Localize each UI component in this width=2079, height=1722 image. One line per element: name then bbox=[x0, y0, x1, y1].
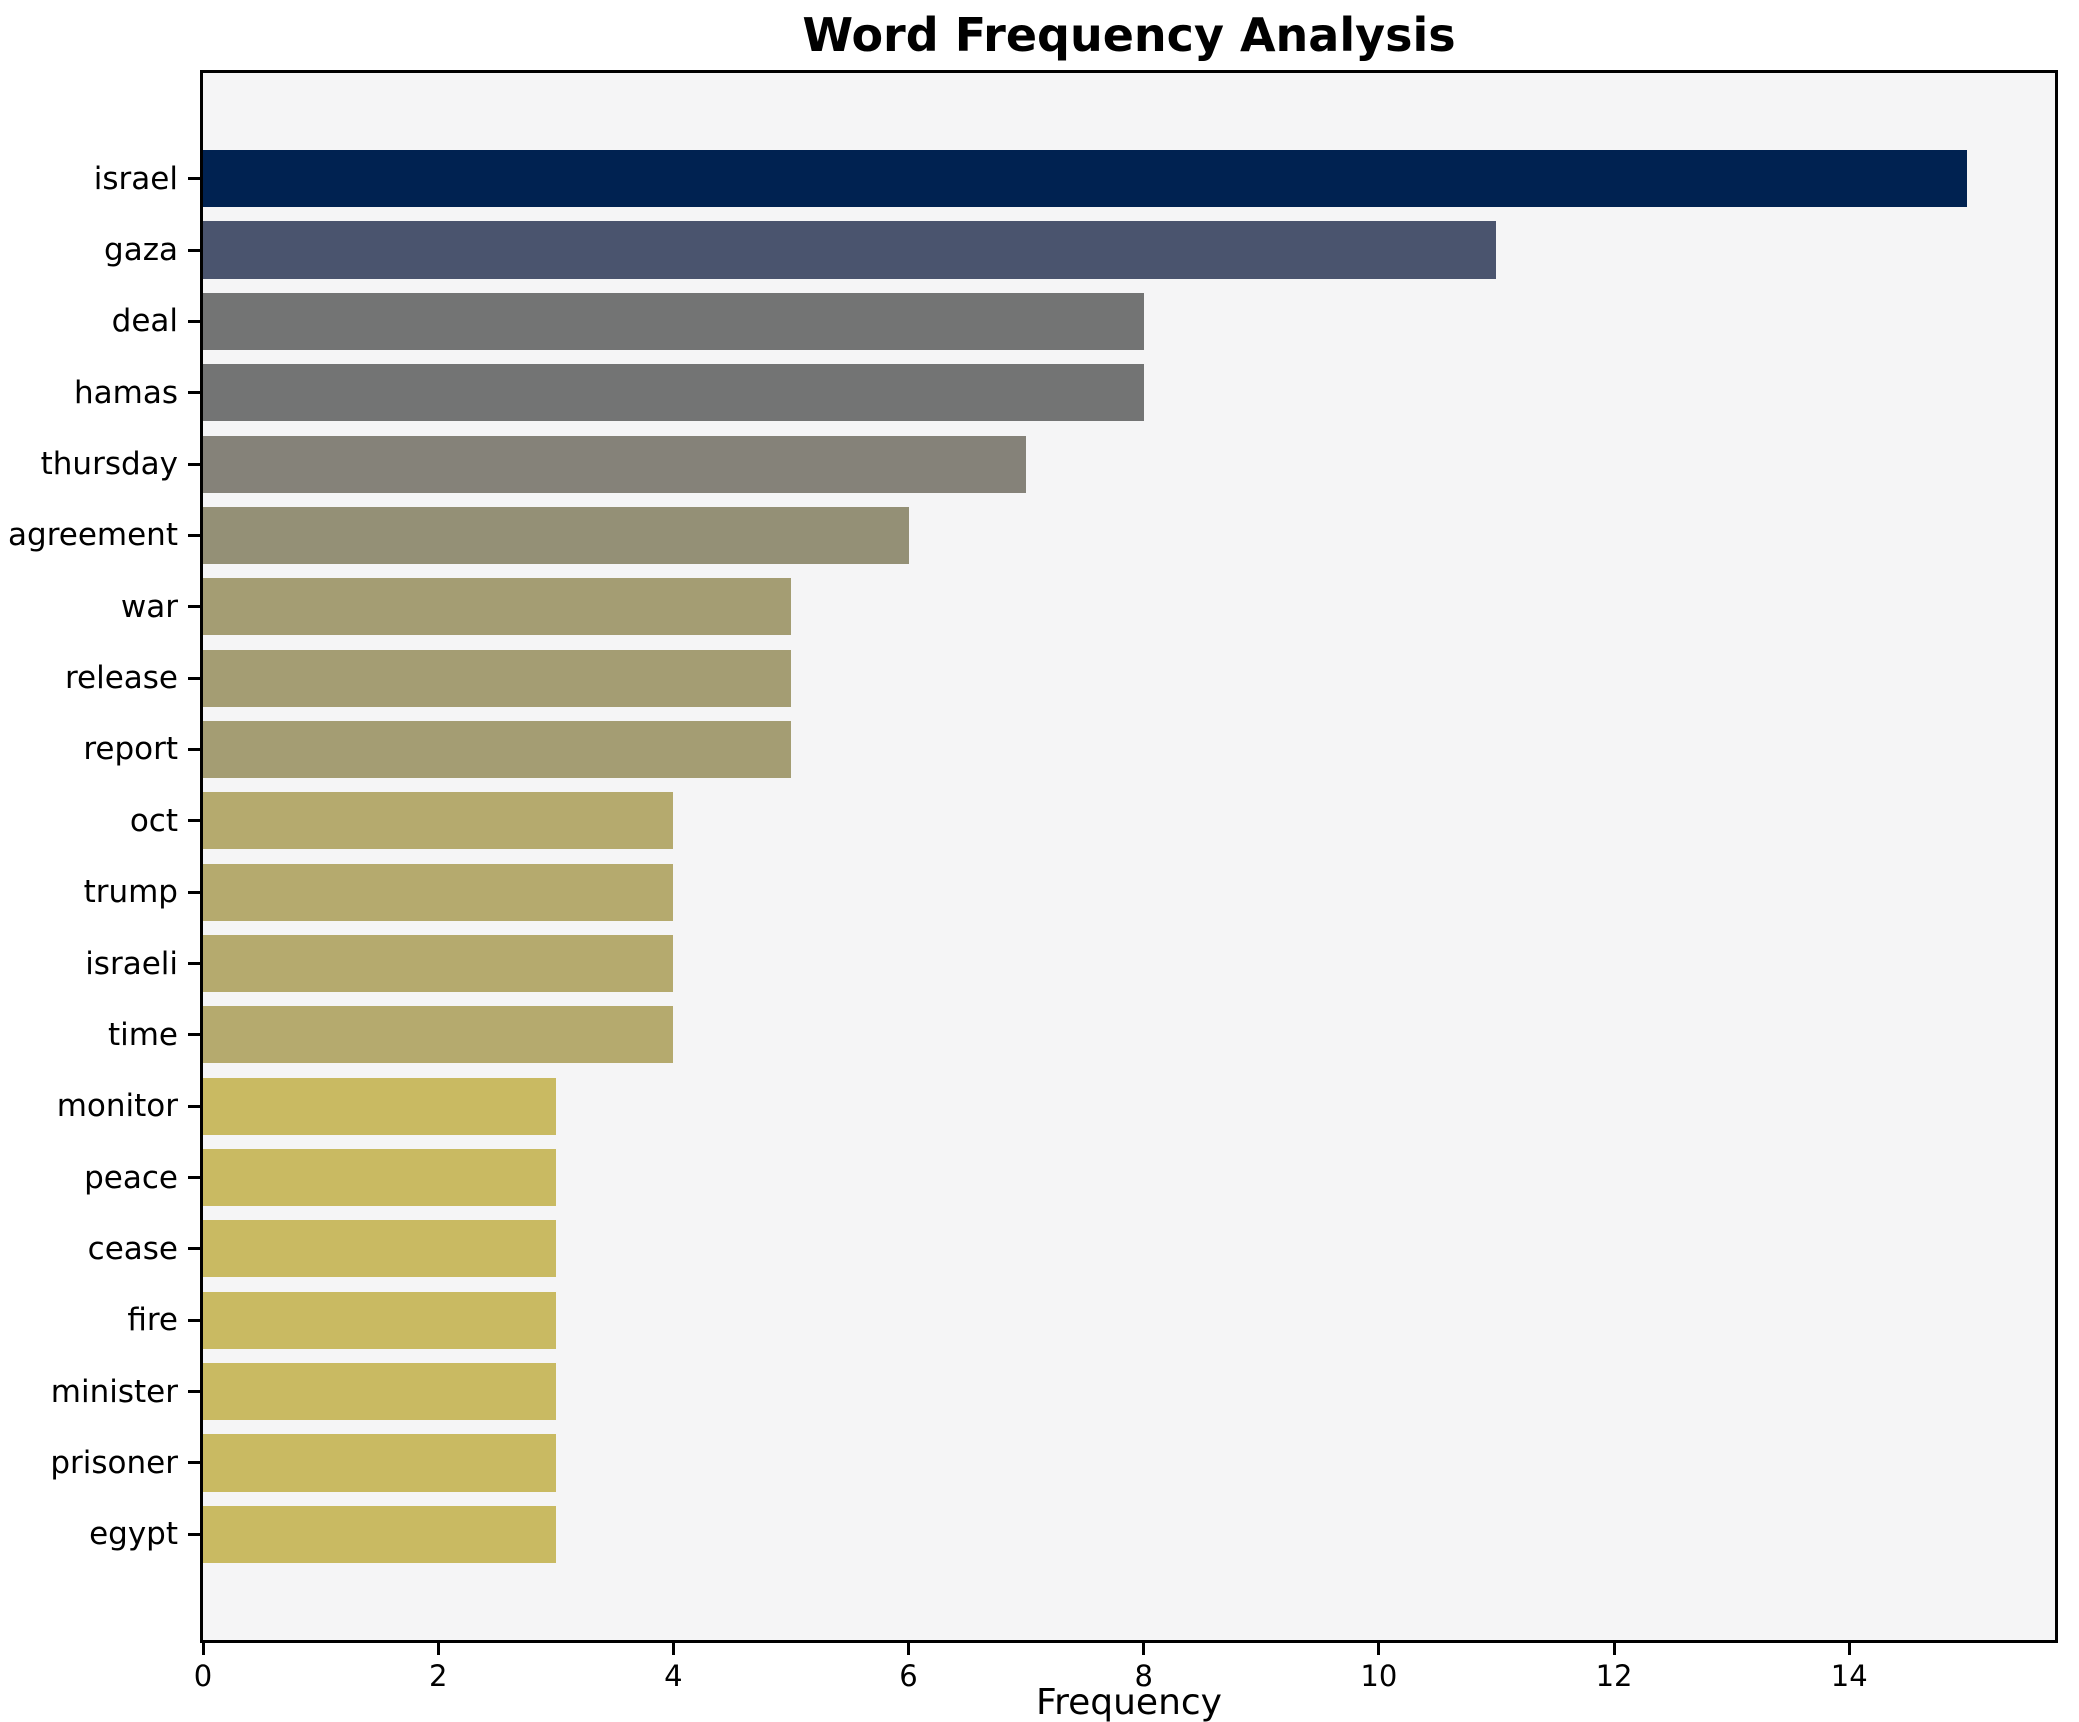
x-tick-mark bbox=[436, 1643, 440, 1655]
chart-title: Word Frequency Analysis bbox=[802, 8, 1456, 62]
y-tick-label-time: time bbox=[107, 1016, 178, 1053]
x-tick-label-0: 0 bbox=[193, 1659, 213, 1693]
y-tick-mark bbox=[188, 1318, 200, 1322]
x-tick-label-10: 10 bbox=[1360, 1659, 1398, 1693]
y-tick-label-minister: minister bbox=[50, 1373, 178, 1410]
bar-peace bbox=[203, 1149, 556, 1207]
y-tick-label-israel: israel bbox=[93, 160, 178, 197]
y-tick-mark bbox=[188, 1247, 200, 1251]
x-axis-title: Frequency bbox=[1036, 1682, 1222, 1722]
x-tick-mark bbox=[671, 1643, 675, 1655]
y-tick-mark bbox=[188, 533, 200, 537]
bar-egypt bbox=[203, 1505, 556, 1563]
y-tick-mark bbox=[188, 962, 200, 966]
bar-agreement bbox=[203, 506, 909, 564]
y-tick-label-egypt: egypt bbox=[89, 1516, 178, 1553]
x-tick-label-4: 4 bbox=[664, 1659, 683, 1693]
bar-israeli bbox=[203, 934, 674, 993]
y-tick-label-hamas: hamas bbox=[74, 374, 178, 411]
x-tick-label-8: 8 bbox=[1134, 1659, 1153, 1693]
y-tick-label-cease: cease bbox=[87, 1230, 178, 1267]
bar-time bbox=[203, 1006, 674, 1064]
bar-minister bbox=[203, 1363, 556, 1421]
y-tick-label-peace: peace bbox=[84, 1159, 178, 1196]
bar-cease bbox=[203, 1220, 556, 1278]
bar-prisoner bbox=[203, 1434, 556, 1492]
y-tick-mark bbox=[188, 819, 200, 823]
bar-monitor bbox=[203, 1077, 556, 1135]
x-tick-mark bbox=[1612, 1643, 1616, 1655]
bar-trump bbox=[203, 863, 674, 921]
bar-thursday bbox=[203, 435, 1027, 493]
y-tick-label-gaza: gaza bbox=[104, 232, 178, 269]
y-tick-mark bbox=[188, 248, 200, 252]
y-tick-mark bbox=[188, 177, 200, 181]
bar-war bbox=[203, 578, 791, 636]
x-tick-mark bbox=[1847, 1643, 1851, 1655]
y-tick-label-prisoner: prisoner bbox=[50, 1444, 178, 1481]
y-tick-mark bbox=[188, 747, 200, 751]
bar-release bbox=[203, 649, 791, 707]
bar-oct bbox=[203, 792, 674, 850]
bar-gaza bbox=[203, 221, 1497, 279]
bar-fire bbox=[203, 1291, 556, 1349]
y-tick-mark bbox=[188, 391, 200, 395]
y-tick-mark bbox=[188, 319, 200, 323]
x-tick-label-6: 6 bbox=[899, 1659, 918, 1693]
bar-deal bbox=[203, 292, 1144, 350]
x-tick-label-12: 12 bbox=[1595, 1659, 1633, 1693]
x-tick-label-14: 14 bbox=[1830, 1659, 1868, 1693]
y-tick-mark bbox=[188, 1390, 200, 1394]
y-tick-label-thursday: thursday bbox=[40, 446, 178, 483]
y-tick-label-war: war bbox=[120, 588, 178, 625]
y-tick-label-deal: deal bbox=[111, 303, 178, 340]
bar-israel bbox=[203, 150, 1967, 208]
y-tick-mark bbox=[188, 1104, 200, 1108]
y-tick-label-fire: fire bbox=[127, 1302, 178, 1339]
bar-report bbox=[203, 720, 791, 778]
y-tick-mark bbox=[188, 1532, 200, 1536]
y-tick-label-trump: trump bbox=[83, 874, 178, 911]
plot-area bbox=[200, 70, 2058, 1643]
y-tick-label-monitor: monitor bbox=[56, 1088, 178, 1125]
y-tick-label-israeli: israeli bbox=[85, 945, 178, 982]
y-tick-mark bbox=[188, 462, 200, 466]
y-tick-label-agreement: agreement bbox=[8, 517, 178, 554]
x-tick-mark bbox=[1142, 1643, 1146, 1655]
x-tick-mark bbox=[201, 1643, 205, 1655]
x-tick-label-2: 2 bbox=[428, 1659, 448, 1693]
y-tick-label-release: release bbox=[64, 660, 178, 697]
x-tick-mark bbox=[907, 1643, 911, 1655]
y-tick-mark bbox=[188, 890, 200, 894]
y-tick-label-oct: oct bbox=[129, 802, 178, 839]
y-tick-mark bbox=[188, 1033, 200, 1037]
y-tick-mark bbox=[188, 605, 200, 609]
bar-hamas bbox=[203, 364, 1144, 422]
y-tick-mark bbox=[188, 1461, 200, 1465]
y-tick-mark bbox=[188, 1176, 200, 1180]
y-tick-label-report: report bbox=[83, 731, 178, 768]
x-tick-mark bbox=[1377, 1643, 1381, 1655]
y-tick-mark bbox=[188, 676, 200, 680]
